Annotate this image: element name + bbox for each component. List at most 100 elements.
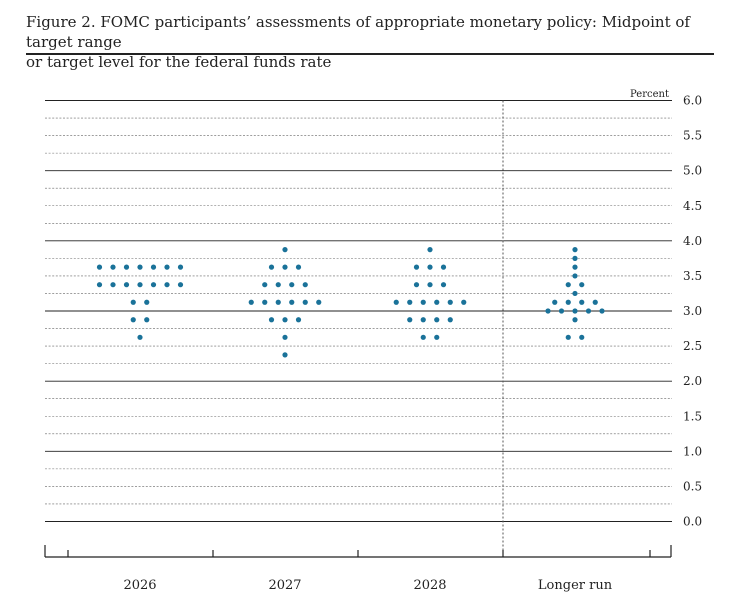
dot [123, 264, 130, 270]
dot [572, 247, 578, 253]
dot [407, 299, 413, 305]
y-axis-tick-labels: 0.0 0.5 1.0 1.5 2.0 2.5 3.0 3.5 4.0 4.5 5.0 5.5 6.0 [683, 94, 702, 529]
y-tick-label: 1.5 [683, 409, 702, 423]
dot [447, 299, 453, 305]
y-tick-label: 6.0 [683, 94, 702, 108]
dot [407, 317, 413, 323]
dot [558, 308, 565, 314]
dot [434, 299, 440, 305]
y-tick-label: 2.5 [683, 339, 702, 353]
dot [262, 299, 268, 305]
dot [110, 264, 116, 270]
dot [275, 282, 281, 288]
dot [393, 299, 399, 305]
title-rule [26, 53, 714, 55]
dot [282, 317, 288, 323]
dot [275, 299, 281, 305]
dot [248, 299, 254, 305]
dot [434, 334, 440, 340]
y-tick-label: 4.0 [683, 234, 702, 248]
dot-column-2026 [96, 264, 184, 340]
dot [96, 282, 103, 288]
dot [144, 299, 150, 305]
dot-column-2027 [248, 247, 322, 358]
dot [302, 282, 308, 288]
dot [130, 299, 136, 305]
dot [123, 282, 130, 288]
dot [302, 299, 308, 305]
y-tick-label: 3.0 [683, 304, 702, 318]
dot [572, 308, 578, 314]
dot [164, 264, 170, 270]
y-axis-label: Percent [630, 89, 669, 100]
dot [579, 334, 585, 340]
x-category-label: 2027 [268, 578, 301, 593]
dot [96, 264, 103, 270]
dot [295, 317, 302, 323]
dot [130, 317, 136, 323]
dot [427, 264, 433, 270]
dot [413, 282, 420, 288]
x-axis [44, 545, 672, 558]
dot [592, 299, 598, 305]
dot [420, 334, 426, 340]
dot [262, 282, 268, 288]
dot [164, 282, 170, 288]
dot [599, 308, 605, 314]
dot [565, 282, 571, 288]
dot [572, 290, 578, 297]
dot [150, 264, 157, 270]
dot [316, 299, 322, 305]
dot [427, 282, 433, 288]
y-tick-label: 4.5 [683, 199, 702, 213]
dot [177, 264, 184, 270]
dot [545, 308, 551, 314]
dot [572, 264, 578, 270]
y-tick-label: 3.5 [683, 269, 702, 283]
dot [413, 264, 420, 270]
dot [137, 282, 143, 288]
y-tick-label: 1.0 [683, 444, 702, 458]
y-tick-label: 0.0 [683, 515, 702, 529]
dot [295, 264, 302, 270]
x-category-label: 2026 [123, 578, 156, 593]
dot [268, 264, 275, 270]
x-category-label: Longer run [538, 578, 613, 593]
figure-title: Figure 2. FOMC participants’ assessments… [26, 13, 690, 71]
dot [572, 273, 578, 279]
dot [110, 282, 116, 288]
y-tick-label: 2.0 [683, 374, 702, 388]
dot [565, 334, 571, 340]
dot [447, 317, 453, 323]
dot [137, 264, 143, 270]
y-tick-label: 5.5 [683, 129, 702, 143]
dot [565, 299, 571, 305]
dot [572, 255, 578, 261]
dot [427, 247, 433, 253]
dot [585, 308, 592, 314]
dot [289, 299, 295, 305]
dot [150, 282, 157, 288]
x-category-label: 2028 [413, 578, 446, 593]
dot [282, 352, 288, 358]
dot [282, 264, 288, 270]
dot [440, 264, 447, 270]
dot [282, 247, 288, 253]
dot [268, 317, 275, 323]
dot-column-longer-run [545, 247, 605, 340]
dot [461, 299, 467, 305]
grid-lines [45, 100, 672, 522]
dot-series [96, 247, 605, 358]
dot [579, 282, 585, 288]
x-axis-category-labels: 2026 2027 2028 Longer run [123, 578, 612, 593]
dot [579, 299, 585, 305]
dot [177, 282, 184, 288]
dot [552, 299, 558, 305]
dot [282, 334, 288, 340]
dot [420, 299, 426, 305]
dot [572, 317, 578, 323]
dot [289, 282, 295, 288]
dot-column-2028 [393, 247, 467, 340]
dot [137, 334, 143, 340]
